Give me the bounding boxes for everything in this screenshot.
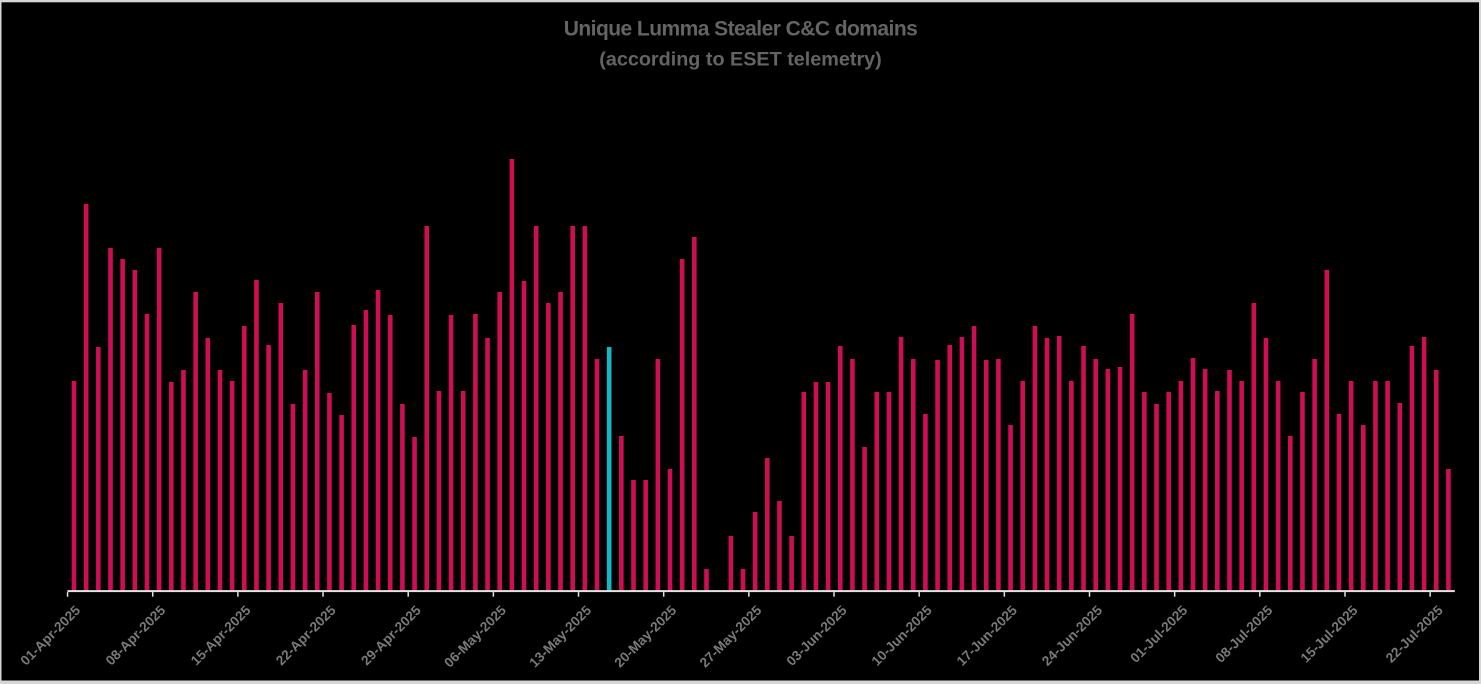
svg-text:(according to ESET telemetry): (according to ESET telemetry) bbox=[599, 48, 882, 70]
svg-text:Unique Lumma Stealer C&C domai: Unique Lumma Stealer C&C domains bbox=[564, 18, 917, 41]
